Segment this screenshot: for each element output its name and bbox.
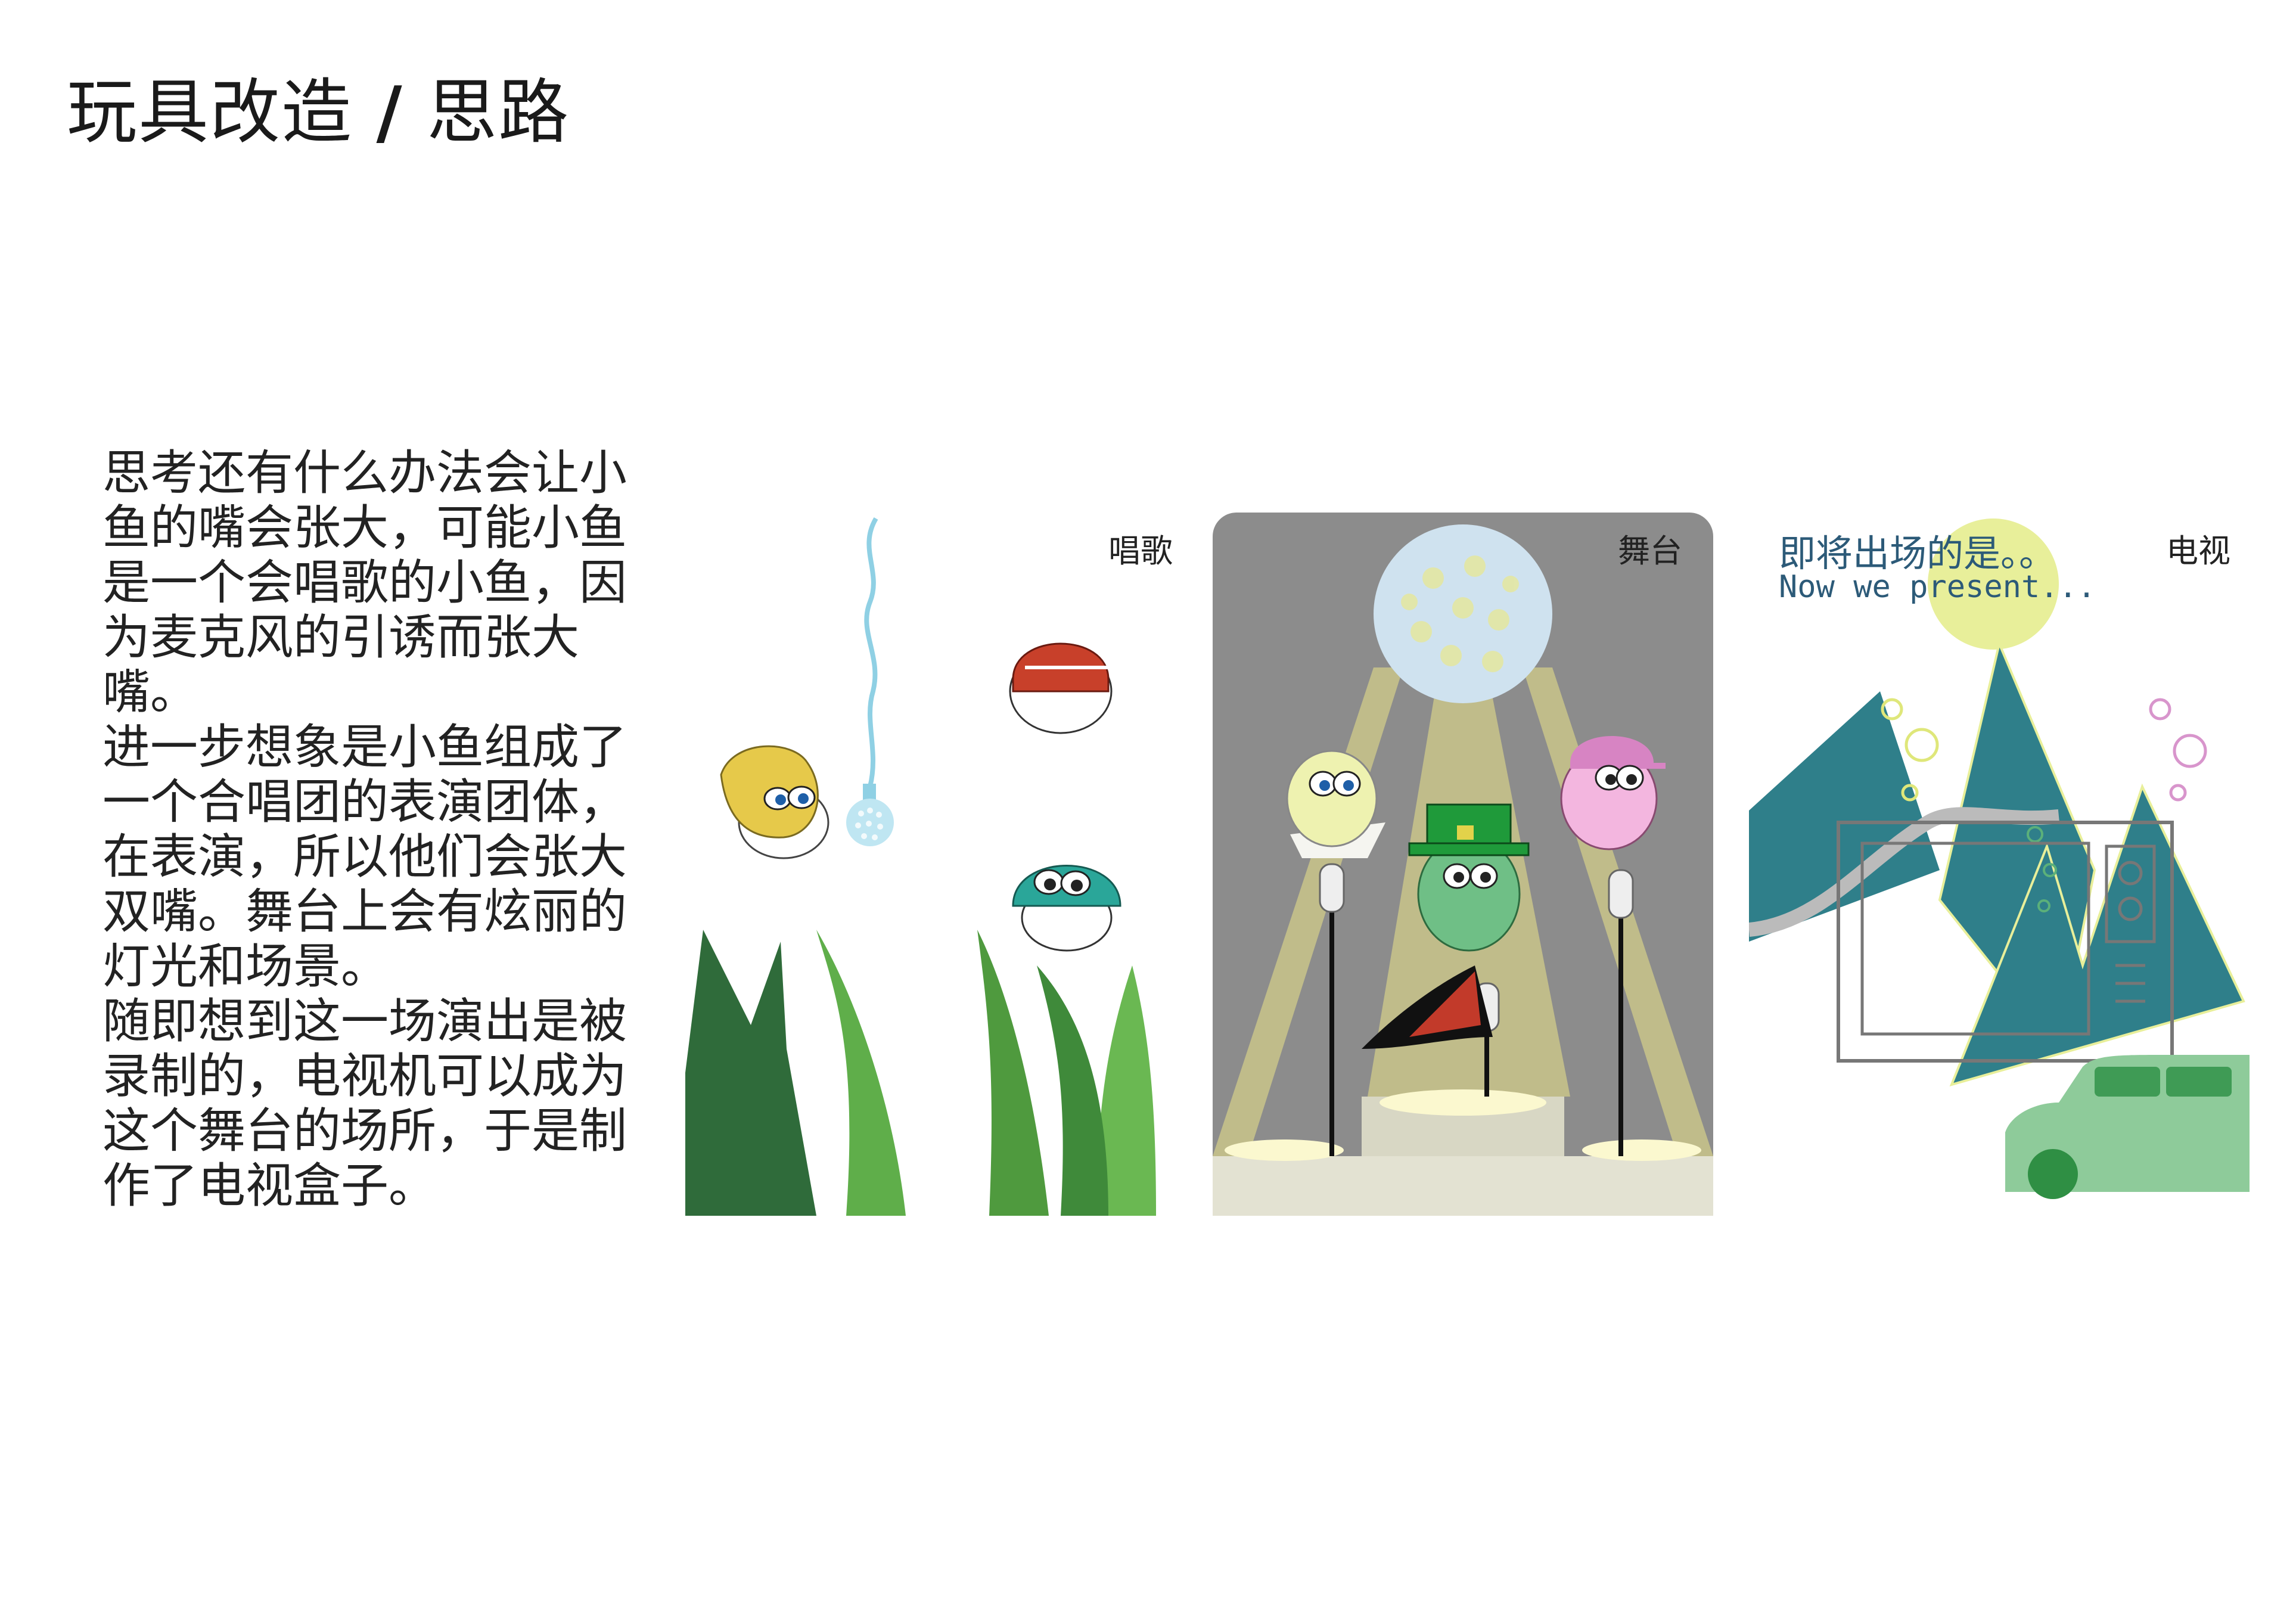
green-fish-icon: [1362, 803, 1530, 1049]
road: [1749, 807, 2060, 937]
sun-icon: [1928, 518, 2059, 650]
stage-label: 舞台: [1618, 532, 1682, 570]
yellow-fish-icon: [720, 745, 829, 859]
paragraph-1: 思考还有什么办法会让小鱼的嘴会张大，可能小鱼是一个会唱歌的小鱼，因为麦克风的引诱…: [102, 445, 627, 720]
singing-scene-art: [685, 517, 1156, 1216]
grass-icon: [685, 930, 1156, 1216]
title-separator: /: [376, 71, 403, 153]
page-title: 玩具改造 / 思路: [67, 55, 570, 157]
singing-label: 唱歌: [1108, 532, 1173, 570]
tv-box-icon: [1837, 821, 2174, 1063]
tv-label: 电视: [2166, 532, 2230, 570]
pale-yellow-fish-icon: [1286, 750, 1385, 858]
title-sub: 思路: [427, 71, 570, 153]
mic-cable: [864, 517, 878, 787]
title-main: 玩具改造: [67, 71, 353, 153]
teal-fish-icon: [1012, 865, 1121, 952]
description-text: 思考还有什么办法会让小鱼的嘴会张大，可能小鱼是一个会唱歌的小鱼，因为麦克风的引诱…: [102, 446, 651, 1213]
stage-floor: [1213, 1156, 1713, 1216]
stage-illustration: 舞台: [1213, 513, 1713, 1216]
paragraph-2: 进一步想象是小鱼组成了一个合唱团的表演团体，在表演，所以他们会张大双嘴。舞台上会…: [102, 719, 627, 994]
mountain-left: [1749, 691, 1940, 942]
paragraph-3: 随即想到这一场演出是被录制的，电视机可以成为这个舞台的场所，于是制作了电视盒子。: [102, 993, 627, 1213]
tv-scene-art: [1749, 518, 2250, 1199]
car-icon: [2005, 1055, 2250, 1199]
tv-caption-english: Now we present...: [1779, 569, 2096, 605]
pink-fish-icon: [1560, 736, 1666, 850]
red-fish-icon: [1009, 642, 1113, 734]
tv-caption-chinese: 即将出场的是。。: [1779, 532, 2056, 575]
tv-illustration: 即将出场的是。。 Now we present... 电视: [1749, 513, 2250, 1216]
singing-illustration: 唱歌: [679, 513, 1186, 1216]
bubbles-icon: [2149, 698, 2207, 802]
stage-scene-art: [1213, 513, 1713, 1216]
